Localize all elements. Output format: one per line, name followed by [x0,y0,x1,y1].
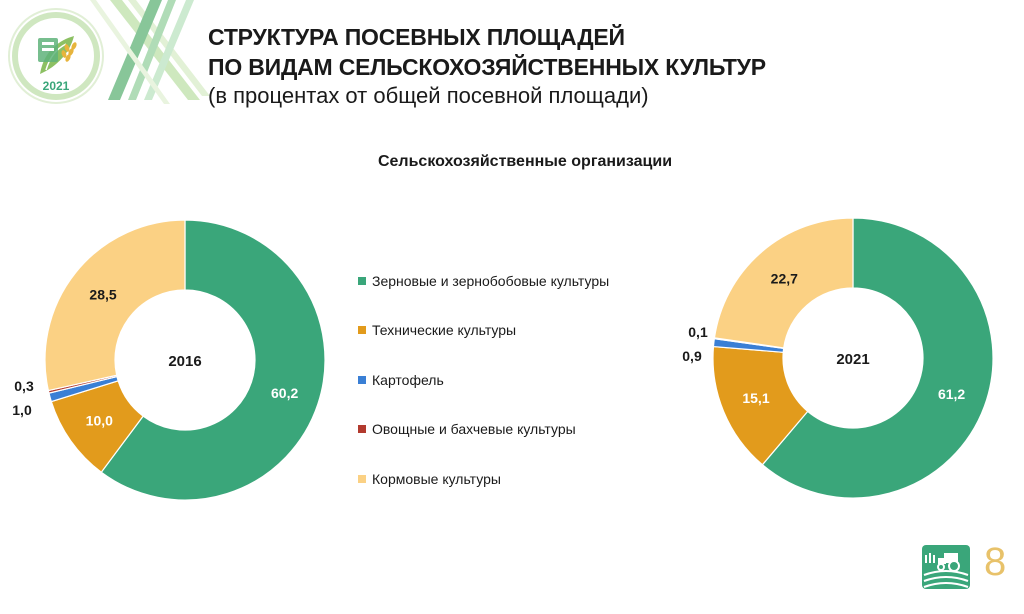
data-label-fodder-2016: 28,5 [89,286,116,302]
decorative-stripes [90,0,210,104]
title-subtitle: (в процентах от общей посевной площади) [208,83,649,108]
legend-label-technical: Технические культуры [372,322,517,339]
data-label-grain-2021: 61,2 [938,386,965,402]
data-label-potato-2016: 1,0 [12,402,32,418]
legend-swatch-fodder [358,474,366,483]
center-label-2021: 2021 [836,351,869,368]
donut-chart-2021: 61,2 15,1 0,9 0,1 22,7 2021 [682,217,994,499]
census-logo: 2021 [0,0,210,112]
legend-item-potato: Картофель [358,355,609,405]
donut-chart-2016: 60,2 10,0 1,0 0,3 28,5 2016 [12,219,326,501]
data-label-potato-2021: 0,9 [682,348,702,364]
legend-item-grain: Зерновые и зернобобовые культуры [358,256,609,306]
slice-grain-2016 [100,219,326,501]
legend-swatch-grain [358,276,366,285]
legend-label-grain: Зерновые и зернобобовые культуры [372,272,610,289]
title-line-2: ПО ВИДАМ СЕЛЬСКОХОЗЯЙСТВЕННЫХ КУЛЬТУР [208,54,766,80]
legend-label-vegetables: Овощные и бахчевые культуры [372,421,576,438]
legend-swatch-potato [358,375,366,384]
page-title: СТРУКТУРА ПОСЕВНЫХ ПЛОЩАДЕЙ ПО ВИДАМ СЕЛ… [208,22,766,110]
legend-item-technical: Технические культуры [358,306,609,356]
legend-label-fodder: Кормовые культуры [372,470,501,487]
data-label-vegetables-2021: 0,1 [688,324,708,340]
slice-fodder-2016 [44,219,186,392]
slice-grain-2021 [761,217,994,499]
title-line-1: СТРУКТУРА ПОСЕВНЫХ ПЛОЩАДЕЙ [208,24,625,50]
legend-swatch-vegetables [358,425,366,434]
legend-label-potato: Картофель [372,371,444,388]
data-label-technical-2021: 15,1 [742,390,769,406]
data-label-vegetables-2016: 0,3 [14,378,34,394]
chart-legend: Зерновые и зернобобовые культуры Техниче… [358,256,609,504]
logo-year: 2021 [43,79,70,93]
data-label-fodder-2021: 22,7 [771,271,798,287]
data-label-grain-2016: 60,2 [271,385,298,401]
section-title: Сельскохозяйственные организации [377,153,673,170]
page-number: 8 [984,540,1007,584]
data-label-technical-2016: 10,0 [86,413,113,429]
center-label-2016: 2016 [168,353,201,370]
legend-item-vegetables: Овощные и бахчевые культуры [358,405,609,455]
legend-swatch-technical [358,326,366,335]
slice-fodder-2021 [713,217,854,349]
farm-icon [920,543,972,591]
legend-item-fodder: Кормовые культуры [358,454,609,504]
